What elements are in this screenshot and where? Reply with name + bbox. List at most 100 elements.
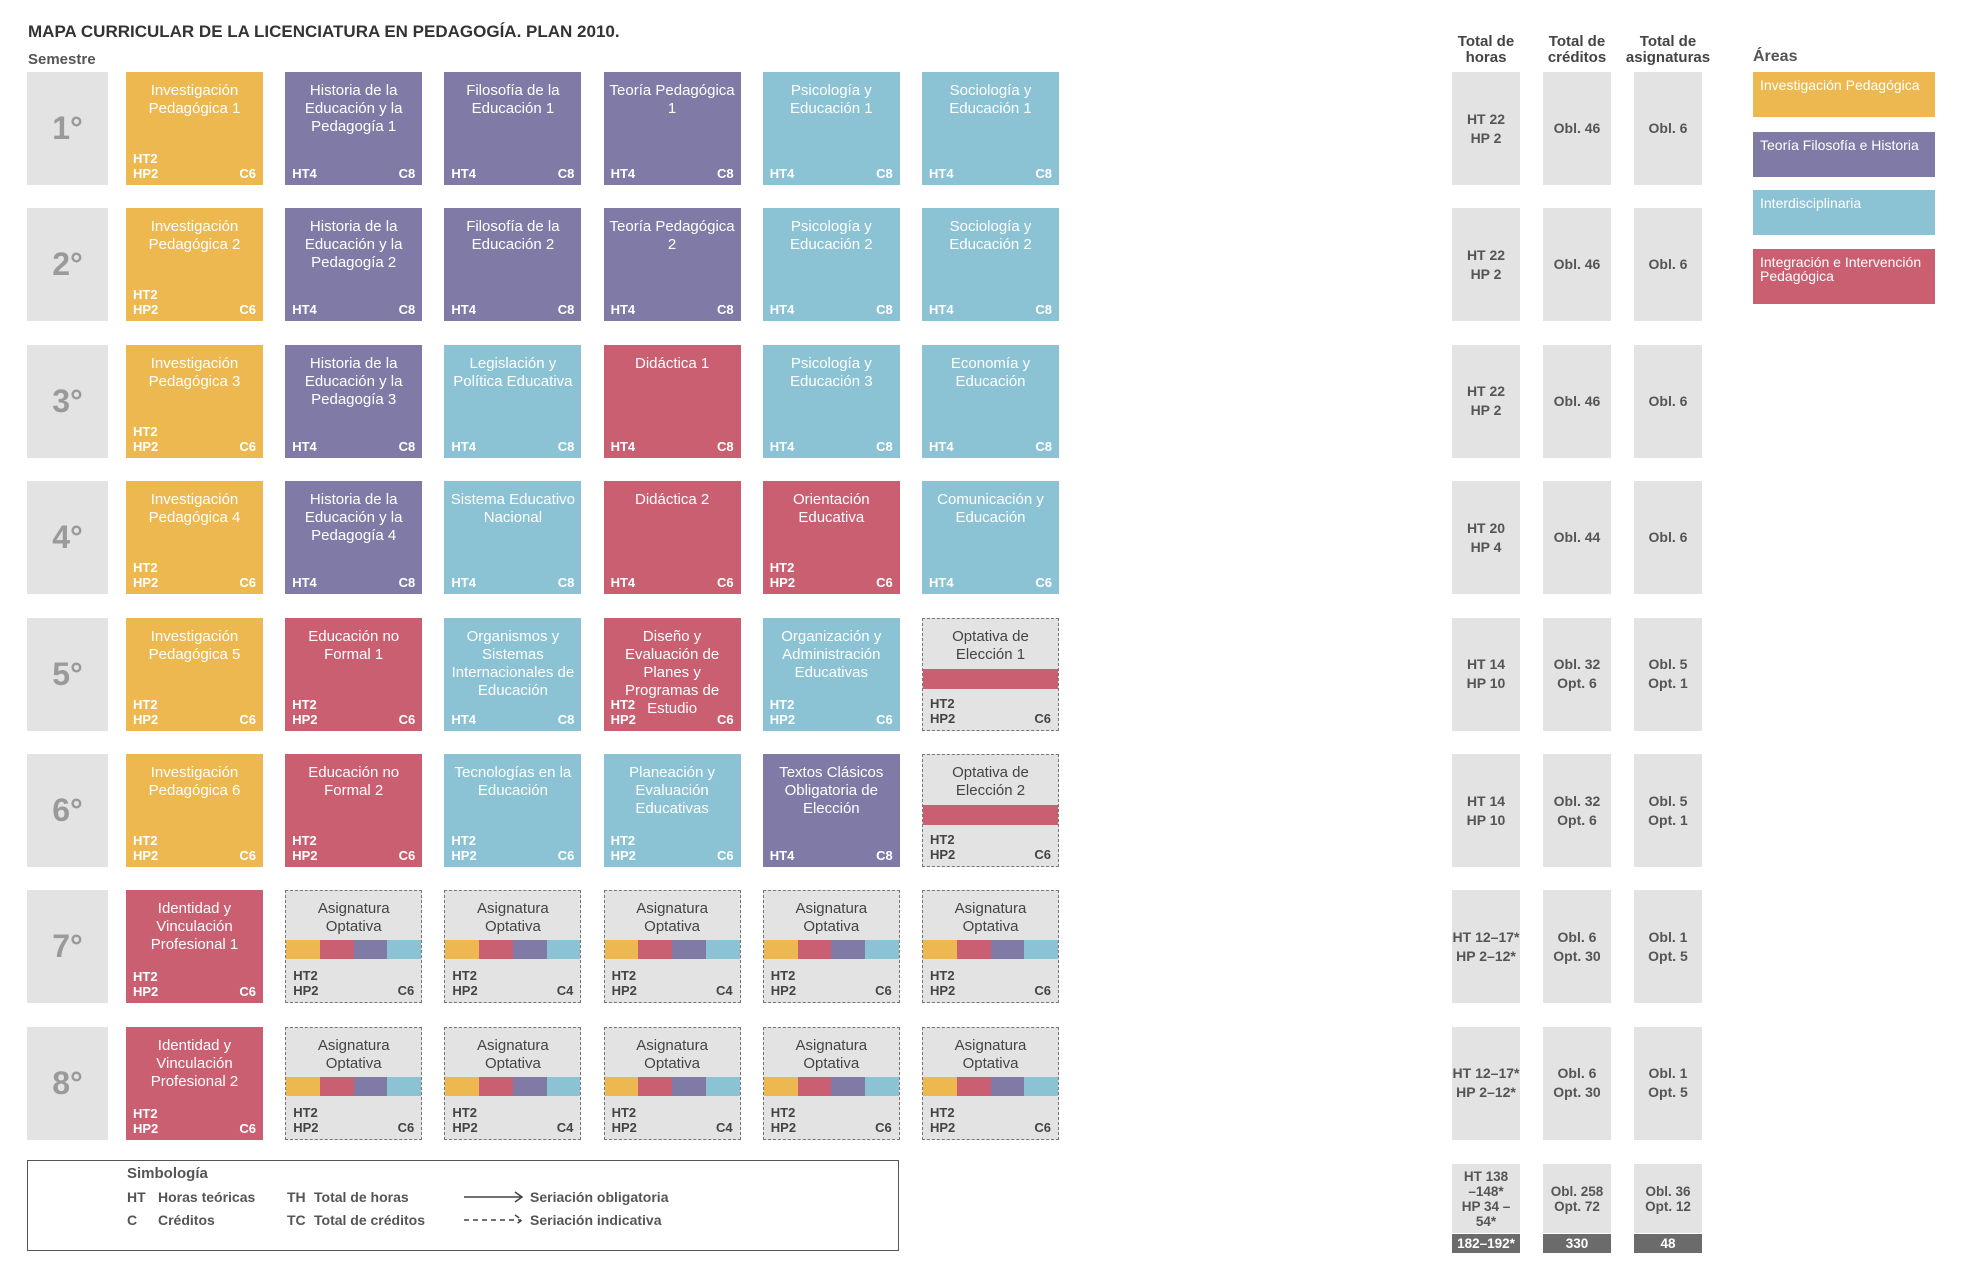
course-hours: HT4 [611,166,636,181]
hours-line: HP2 [133,711,159,727]
hours-line: HT2 [930,1104,955,1120]
total-credits: Obl. 46 [1543,72,1611,185]
course: Comunicación y Educación HT4 C6 [922,481,1059,595]
course: Sistema Educativo Nacional HT4 C8 [444,481,582,595]
total-line: Obl. 46 [1553,120,1601,136]
total-hours: HT 22 HP 2 [1452,208,1520,322]
area-legend-item: Integración e Intervención Pedagógica [1753,249,1935,304]
course-hours: HT4 [770,439,795,454]
course-area-bar [923,805,1058,825]
total-credits: Obl. 6 Opt. 30 [1543,890,1611,1004]
area-segment [797,1076,832,1096]
hours-line: HT4 [929,438,954,454]
area-segment [479,1076,513,1096]
area-segment [865,940,899,960]
totals-header: Total de asignaturas [1625,33,1711,66]
area-segment [604,1076,639,1096]
course-area-bar [445,1076,581,1096]
total-line: Obl. 32 [1553,792,1601,809]
course-credits: C8 [876,302,893,318]
total-credits: Obl. 6 Opt. 30 [1543,1026,1611,1140]
course: Orientación Educativa HT2 HP2 C6 [762,481,900,595]
totals-header: Total de horas [1457,33,1515,66]
course-credits: C8 [557,711,575,727]
course-hours: HT2 HP2 [133,560,158,590]
course-hours: HT2 HP2 [771,1105,796,1135]
semester-number: 4° [27,481,108,595]
course-name: Optativa de Elección 2 [952,764,1029,799]
course-name: Asignatura Optativa [795,900,868,936]
hours-line: HT2 [769,560,795,576]
course-credits: C8 [716,438,734,454]
course-hours: HT2 HP2 [930,1105,955,1135]
course-credits: C8 [1035,302,1052,318]
total-line: HP 2 [1470,265,1502,282]
grand-total-line: HP 34 – [1461,1198,1511,1214]
area-segment [479,940,513,960]
course-credits: C6 [1034,710,1051,726]
total-line: HT 14 [1466,656,1506,673]
hours-line: HT2 [451,833,476,848]
grand-total-sum: 182–192* [1452,1234,1520,1253]
course: Organización y Administración Educativas… [762,617,900,731]
hours-line: HT4 [769,166,795,181]
total-line: Opt. 6 [1557,811,1597,828]
area-segment [990,940,1025,960]
total-line: Obl. 6 [1648,120,1688,136]
course-name: Historia de la Educación y la Pedagogía … [304,354,403,408]
course-hours: HT4 [770,166,795,181]
total-line: HP 2–12* [1456,1084,1516,1101]
course-name: Investigación Pedagógica 1 [148,82,241,117]
area-segment [638,1076,673,1096]
total-subjects: Obl. 5 Opt. 1 [1634,617,1702,731]
area-legend-item: Interdisciplinaria [1753,190,1935,235]
course-name: Asignatura Optativa [477,900,549,936]
course-hours: HT4 [929,575,954,590]
course-name: Organismos y Sistemas Internacionales de… [451,627,575,699]
course-name: Textos Clásicos Obligatoria de Elección [779,764,884,817]
hours-line: HP2 [133,848,159,863]
course-credits: C8 [398,166,416,181]
course: Diseño y Evaluación de Planes y Programa… [603,617,741,731]
total-line: Opt. 6 [1557,675,1597,692]
total-line: Obl. 5 [1648,656,1688,673]
hours-line: HP2 [293,983,319,999]
total-hours: HT 14 HP 10 [1452,617,1520,731]
hours-line: HT2 [611,968,637,984]
total-line: HT 12–17* [1452,1065,1520,1082]
course-name: Tecnologías en la Educación [454,764,572,799]
optional-course: Asignatura Optativa HT2 HP2 C6 [922,1026,1059,1140]
hours-line: HP2 [610,848,636,863]
course-name: Optativa de Elección 1 [952,627,1029,663]
hours-line: HP2 [452,1119,478,1135]
semester-number: 3° [27,344,108,458]
course-name: Organización y Administración Educativas [781,627,882,681]
course: Historia de la Educación y la Pedagogía … [285,72,423,185]
course-hours: HT2 HP2 [611,697,636,727]
course-name: Investigación Pedagógica 2 [148,218,241,254]
semester-number: 1° [27,72,108,185]
semester-number: 7° [27,890,108,1004]
course-credits: C6 [1034,983,1051,999]
course-hours: HT4 [451,166,476,181]
area-segment [638,940,673,960]
course-hours: HT4 [929,439,954,454]
total-subjects: Obl. 1 Opt. 5 [1634,1026,1702,1140]
grand-total-sum: 330 [1543,1234,1611,1253]
grand-total-line: Obl. 258 [1550,1183,1604,1199]
area-segment [546,1076,581,1096]
course-hours: HT2 HP2 [612,968,637,998]
total-hours: HT 14 HP 10 [1452,754,1520,867]
symbol-code: TH [287,1189,306,1205]
course: Teoría Pedagógica 1 HT4 C8 [603,72,741,185]
hours-line: HT2 [930,968,955,984]
hours-line: HP2 [451,848,477,863]
hours-line: HT4 [292,438,317,454]
arrow-label: Seriación indicativa [530,1212,662,1228]
course-hours: HT4 [292,575,317,590]
course-name: Asignatura Optativa [477,1036,549,1072]
course-name: Educación no Formal 1 [308,627,400,663]
hours-line: HT2 [133,833,158,848]
total-line: Obl. 5 [1648,792,1688,809]
area-segment [705,1076,740,1096]
